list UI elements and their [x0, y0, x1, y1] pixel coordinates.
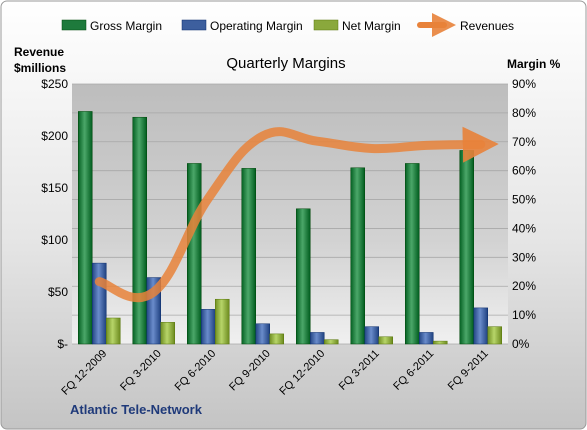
- legend-label-gross-margin: Gross Margin: [90, 19, 162, 33]
- left-tick-label: $100: [41, 233, 68, 247]
- bar-gross-margin: [405, 163, 420, 345]
- legend-swatch-operating-margin: [181, 19, 207, 31]
- right-tick-label: 70%: [512, 135, 536, 149]
- revenue-line-group: [94, 126, 499, 303]
- left-tick-label: $50: [48, 285, 68, 299]
- bar-net-margin: [269, 333, 284, 345]
- legend: Gross Margin Operating Margin Net Margin Re…: [61, 13, 514, 37]
- legend-label-net-margin: Net Margin: [342, 19, 401, 33]
- right-tick-label: 40%: [512, 221, 536, 235]
- right-tick-label: 20%: [512, 279, 536, 293]
- bar-operating-margin: [310, 332, 325, 345]
- bar-gross-margin: [241, 168, 256, 345]
- left-tick-label: $150: [41, 181, 68, 195]
- bar-gross-margin: [296, 208, 311, 345]
- company-name: Atlantic Tele-Network: [70, 402, 203, 417]
- right-tick-label: 90%: [512, 77, 536, 91]
- legend-swatch-gross-margin: [61, 19, 87, 31]
- bar-gross-margin: [459, 150, 474, 345]
- left-axis-title-line1: Revenue: [14, 45, 64, 59]
- bar-operating-margin: [419, 332, 434, 345]
- left-axis-title-line2: $millions: [14, 61, 66, 75]
- right-axis-title: Margin %: [507, 57, 561, 71]
- revenue-line: [94, 126, 499, 303]
- bar-gross-margin: [187, 163, 202, 345]
- bar-net-margin: [487, 326, 502, 345]
- chart-title: Quarterly Margins: [226, 55, 345, 72]
- right-tick-label: 50%: [512, 193, 536, 207]
- bar-gross-margin: [78, 111, 93, 345]
- bar-net-margin: [106, 317, 121, 345]
- bar-net-margin: [324, 339, 339, 345]
- legend-label-operating-margin: Operating Margin: [210, 19, 303, 33]
- left-tick-label: $200: [41, 129, 68, 143]
- bar-gross-margin: [132, 116, 147, 345]
- left-tick-label: $250: [41, 77, 68, 91]
- bar-net-margin: [160, 322, 175, 345]
- bar-operating-margin: [92, 262, 107, 345]
- right-tick-label: 10%: [512, 308, 536, 322]
- right-tick-label: 0%: [512, 337, 530, 351]
- bar-operating-margin: [364, 326, 379, 345]
- bar-gross-margin: [350, 167, 365, 345]
- legend-label-revenues: Revenues: [460, 19, 514, 33]
- bar-net-margin: [433, 340, 448, 345]
- bar-operating-margin: [473, 307, 488, 345]
- bar-net-margin: [378, 336, 393, 345]
- right-tick-label: 30%: [512, 250, 536, 264]
- legend-swatch-net-margin: [313, 19, 339, 31]
- left-tick-label: $-: [57, 337, 68, 351]
- right-tick-label: 60%: [512, 164, 536, 178]
- bar-operating-margin: [255, 323, 270, 345]
- bar-operating-margin: [201, 309, 216, 345]
- bar-net-margin: [215, 298, 230, 345]
- right-tick-label: 80%: [512, 106, 536, 120]
